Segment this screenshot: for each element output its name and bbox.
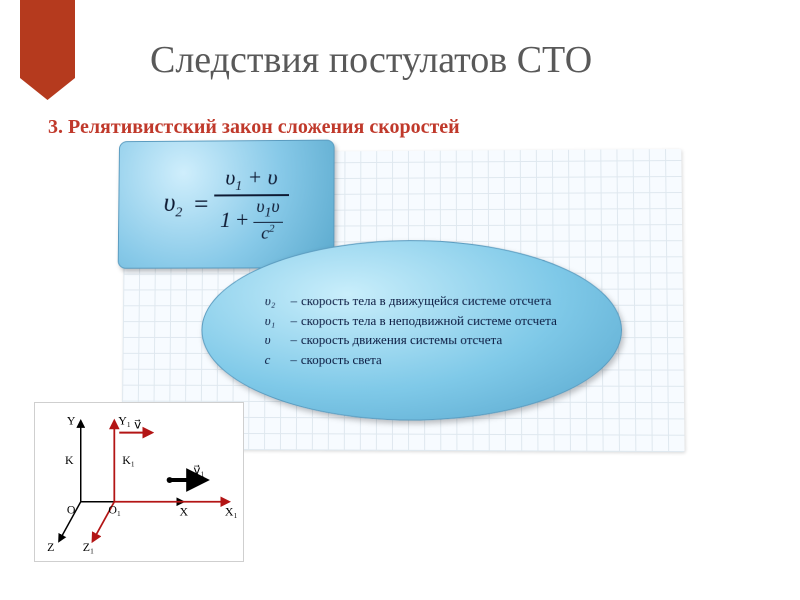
svg-text:O: O (67, 503, 76, 517)
section-subtitle: 3. Релятивистский закон сложения скорост… (48, 116, 460, 139)
legend-text: скорость тела в неподвижной системе отсч… (301, 310, 557, 330)
reference-frames-diagram: Y Y₁ X X₁ Z Z₁ O O₁ K K₁ v⃗ v⃗₁ (34, 402, 244, 562)
svg-text:K₁: K₁ (122, 453, 135, 467)
legend-list: υ₂–скорость тела в движущейся системе от… (265, 291, 558, 370)
inner-num: υ1υ (253, 196, 282, 221)
legend-row: υ₁–скорость тела в неподвижной системе о… (265, 310, 557, 330)
legend-row: c–скорость света (265, 349, 558, 369)
fraction: υ1 + υ 1 + υ1υ (214, 165, 289, 244)
den-plus: + (235, 207, 250, 233)
legend-dash: – (291, 291, 298, 310)
axes-svg: Y Y₁ X X₁ Z Z₁ O O₁ K K₁ v⃗ v⃗₁ (35, 403, 243, 561)
svg-text:K: K (65, 453, 74, 467)
legend-dash: – (290, 349, 297, 369)
sym-v: υ (164, 188, 176, 217)
denominator: 1 + υ1υ c2 (214, 196, 289, 243)
legend-sym: υ (265, 330, 287, 349)
numerator: υ1 + υ (219, 165, 283, 195)
corner-ribbon (20, 0, 75, 100)
den-one: 1 (220, 207, 231, 233)
legend-row: υ–скорость движения системы отсчета (265, 330, 557, 350)
num-v: υ (268, 165, 278, 190)
num-v1-idx: 1 (235, 179, 242, 194)
legend-text: скорость света (301, 349, 382, 369)
svg-text:Y: Y (67, 414, 76, 428)
legend-sym: c (265, 349, 287, 369)
svg-text:Y₁: Y₁ (118, 414, 131, 428)
inner-den: c2 (258, 223, 277, 244)
svg-text:v⃗₁: v⃗₁ (193, 463, 204, 477)
legend-sym: υ₁ (265, 311, 287, 330)
legend-sym: υ₂ (265, 291, 287, 310)
num-v1: υ (225, 165, 235, 190)
legend-dash: – (290, 330, 297, 349)
svg-text:O₁: O₁ (108, 503, 121, 517)
svg-text:Z₁: Z₁ (83, 540, 94, 554)
in-v: υ (271, 197, 279, 217)
equals-sign: = (194, 190, 209, 220)
svg-text:X: X (179, 505, 188, 519)
formula-lhs: υ2 (164, 188, 183, 222)
legend-row: υ₂–скорость тела в движущейся системе от… (265, 291, 557, 311)
legend-text: скорость движения системы отсчета (301, 330, 502, 350)
legend-text: скорость тела в движущейся системе отсче… (301, 291, 551, 311)
svg-text:Z: Z (47, 540, 54, 554)
num-plus: + (248, 165, 263, 190)
c-sym: c (261, 223, 269, 243)
svg-text:v⃗: v⃗ (134, 418, 141, 432)
page-title: Следствия постулатов СТО (150, 40, 670, 82)
sub-2: 2 (175, 206, 182, 221)
c-exp: 2 (269, 223, 274, 235)
inner-fraction: υ1υ c2 (253, 196, 282, 243)
legend-dash: – (291, 311, 298, 330)
formula: υ2 = υ1 + υ 1 + υ1υ (163, 165, 288, 244)
formula-card: υ2 = υ1 + υ 1 + υ1υ (118, 140, 335, 269)
legend-bubble: υ₂–скорость тела в движущейся системе от… (201, 239, 623, 421)
svg-text:X₁: X₁ (225, 505, 238, 519)
